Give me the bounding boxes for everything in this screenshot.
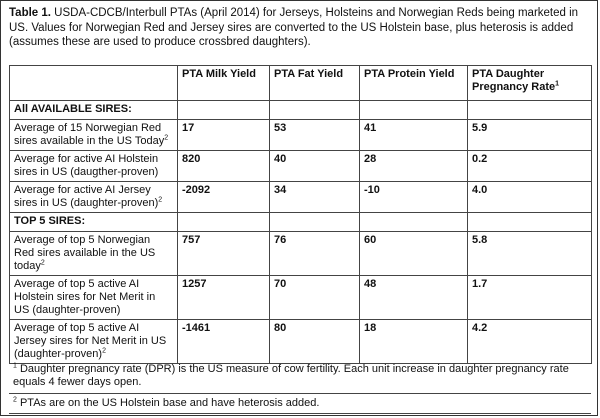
- footnote-1-text: Daughter pregnancy rate (DPR) is the US …: [13, 363, 569, 388]
- table-row: Average of top 5 Norwegian Red sires ava…: [9, 231, 592, 276]
- dpr-value: 4.2: [467, 319, 592, 364]
- row-label-text: Average of top 5 active AI Holstein sire…: [14, 278, 156, 316]
- table-row: Average of 15 Norwegian Red sires availa…: [9, 119, 592, 151]
- dpr-value: 5.8: [467, 231, 592, 276]
- table-row: Average for active AI Holstein sires in …: [9, 150, 592, 182]
- section-row: All AVAILABLE SIRES:: [9, 100, 592, 120]
- dpr-value: 0.2: [467, 150, 592, 182]
- milk-value: -1461: [177, 319, 270, 364]
- section-empty-cell: [467, 212, 592, 232]
- caption-text: USDA-CDCB/Interbull PTAs (April 2014) fo…: [9, 7, 579, 48]
- dpr-value: 1.7: [467, 275, 592, 320]
- fat-value: 40: [269, 150, 360, 182]
- section-empty-cell: [177, 100, 270, 120]
- section-empty-cell: [359, 100, 468, 120]
- header-fat: PTA Fat Yield: [269, 65, 360, 101]
- footnote-2-mark: 2: [13, 396, 17, 404]
- fat-value: 80: [269, 319, 360, 364]
- table-row: Average of top 5 active AI Jersey sires …: [9, 319, 592, 364]
- header-milk: PTA Milk Yield: [177, 65, 270, 101]
- header-dpr-sup: 1: [555, 80, 560, 88]
- footnote-1: 1 Daughter pregnancy rate (DPR) is the U…: [9, 361, 591, 394]
- section-empty-cell: [269, 100, 360, 120]
- row-label-sup: 2: [164, 134, 169, 142]
- protein-value: 18: [359, 319, 468, 364]
- row-label-text: Average for active AI Holstein sires in …: [14, 153, 159, 178]
- section-empty-cell: [359, 212, 468, 232]
- header-row: PTA Milk Yield PTA Fat Yield PTA Protein…: [9, 65, 592, 101]
- row-label: Average of top 5 active AI Jersey sires …: [9, 319, 178, 364]
- milk-value: -2092: [177, 181, 270, 213]
- pta-table: PTA Milk Yield PTA Fat Yield PTA Protein…: [9, 65, 592, 364]
- row-label: Average for active AI Holstein sires in …: [9, 150, 178, 182]
- row-label-text: Average of 15 Norwegian Red sires availa…: [14, 122, 165, 147]
- section-title: All AVAILABLE SIRES:: [9, 100, 178, 120]
- row-label-text: Average for active AI Jersey sires in US…: [14, 184, 159, 209]
- milk-value: 820: [177, 150, 270, 182]
- row-label-sup: 2: [158, 196, 163, 204]
- header-dpr-label: PTA Daughter Pregnancy Rate: [472, 68, 556, 93]
- footnote-2-text: PTAs are on the US Holstein base and hav…: [19, 397, 320, 409]
- row-label-sup: 2: [102, 347, 106, 355]
- fat-value: 34: [269, 181, 360, 213]
- header-blank: [9, 65, 178, 101]
- milk-value: 1257: [177, 275, 270, 320]
- footnote-2: 2 PTAs are on the US Holstein base and h…: [9, 394, 591, 414]
- header-protein: PTA Protein Yield: [359, 65, 468, 101]
- protein-value: 60: [359, 231, 468, 276]
- dpr-value: 5.9: [467, 119, 592, 151]
- table-row: Average for active AI Jersey sires in US…: [9, 181, 592, 213]
- section-empty-cell: [467, 100, 592, 120]
- fat-value: 70: [269, 275, 360, 320]
- header-dpr: PTA Daughter Pregnancy Rate1: [467, 65, 592, 101]
- fat-value: 76: [269, 231, 360, 276]
- milk-value: 17: [177, 119, 270, 151]
- footnote-1-mark: 1: [13, 362, 17, 370]
- section-title: TOP 5 SIRES:: [9, 212, 178, 232]
- row-label: Average of top 5 Norwegian Red sires ava…: [9, 231, 178, 276]
- row-label: Average of top 5 active AI Holstein sire…: [9, 275, 178, 320]
- section-empty-cell: [177, 212, 270, 232]
- table-caption: Table 1. USDA-CDCB/Interbull PTAs (April…: [1, 1, 597, 59]
- footnotes: 1 Daughter pregnancy rate (DPR) is the U…: [9, 361, 591, 414]
- row-label: Average of 15 Norwegian Red sires availa…: [9, 119, 178, 151]
- fat-value: 53: [269, 119, 360, 151]
- protein-value: 48: [359, 275, 468, 320]
- row-label-text: Average of top 5 Norwegian Red sires ava…: [14, 234, 156, 272]
- row-label-sup: 2: [40, 259, 45, 267]
- section-row: TOP 5 SIRES:: [9, 212, 592, 232]
- dpr-value: 4.0: [467, 181, 592, 213]
- milk-value: 757: [177, 231, 270, 276]
- protein-value: 41: [359, 119, 468, 151]
- caption-label: Table 1.: [9, 7, 51, 19]
- table-row: Average of top 5 active AI Holstein sire…: [9, 275, 592, 320]
- protein-value: -10: [359, 181, 468, 213]
- row-label-text: Average of top 5 active AI Jersey sires …: [14, 322, 167, 360]
- row-label: Average for active AI Jersey sires in US…: [9, 181, 178, 213]
- protein-value: 28: [359, 150, 468, 182]
- section-empty-cell: [269, 212, 360, 232]
